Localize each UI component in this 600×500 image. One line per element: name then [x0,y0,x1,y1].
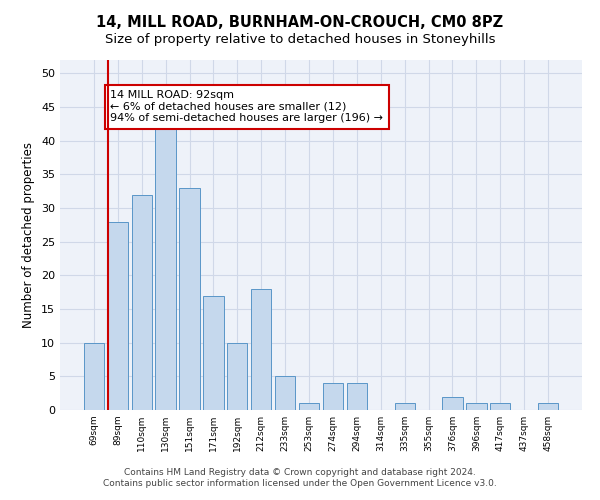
Bar [395,404,415,410]
Bar [203,296,224,410]
Bar [490,404,511,410]
Bar [299,404,319,410]
Y-axis label: Number of detached properties: Number of detached properties [22,142,35,328]
Bar [442,396,463,410]
Bar [538,404,558,410]
Bar [131,194,152,410]
Text: Size of property relative to detached houses in Stoneyhills: Size of property relative to detached ho… [105,32,495,46]
Bar [84,342,104,410]
Text: 14 MILL ROAD: 92sqm
← 6% of detached houses are smaller (12)
94% of semi-detache: 14 MILL ROAD: 92sqm ← 6% of detached hou… [110,90,383,124]
Bar [466,404,487,410]
Bar [107,222,128,410]
Bar [347,383,367,410]
Text: 14, MILL ROAD, BURNHAM-ON-CROUCH, CM0 8PZ: 14, MILL ROAD, BURNHAM-ON-CROUCH, CM0 8P… [97,15,503,30]
Bar [323,383,343,410]
Bar [155,128,176,410]
Bar [227,342,247,410]
Text: Contains HM Land Registry data © Crown copyright and database right 2024.
Contai: Contains HM Land Registry data © Crown c… [103,468,497,487]
Bar [179,188,200,410]
Bar [275,376,295,410]
Bar [251,289,271,410]
